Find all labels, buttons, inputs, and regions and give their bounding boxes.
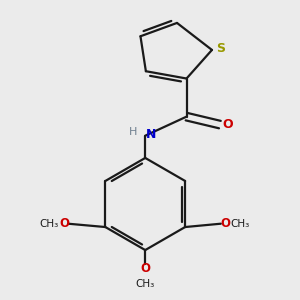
Text: CH₃: CH₃: [136, 279, 155, 289]
Text: H: H: [129, 127, 137, 136]
Text: CH₃: CH₃: [230, 219, 249, 229]
Text: O: O: [220, 217, 230, 230]
Text: CH₃: CH₃: [40, 219, 59, 229]
Text: N: N: [146, 128, 156, 141]
Text: O: O: [59, 217, 69, 230]
Text: O: O: [223, 118, 233, 131]
Text: O: O: [140, 262, 150, 275]
Text: S: S: [216, 42, 225, 55]
